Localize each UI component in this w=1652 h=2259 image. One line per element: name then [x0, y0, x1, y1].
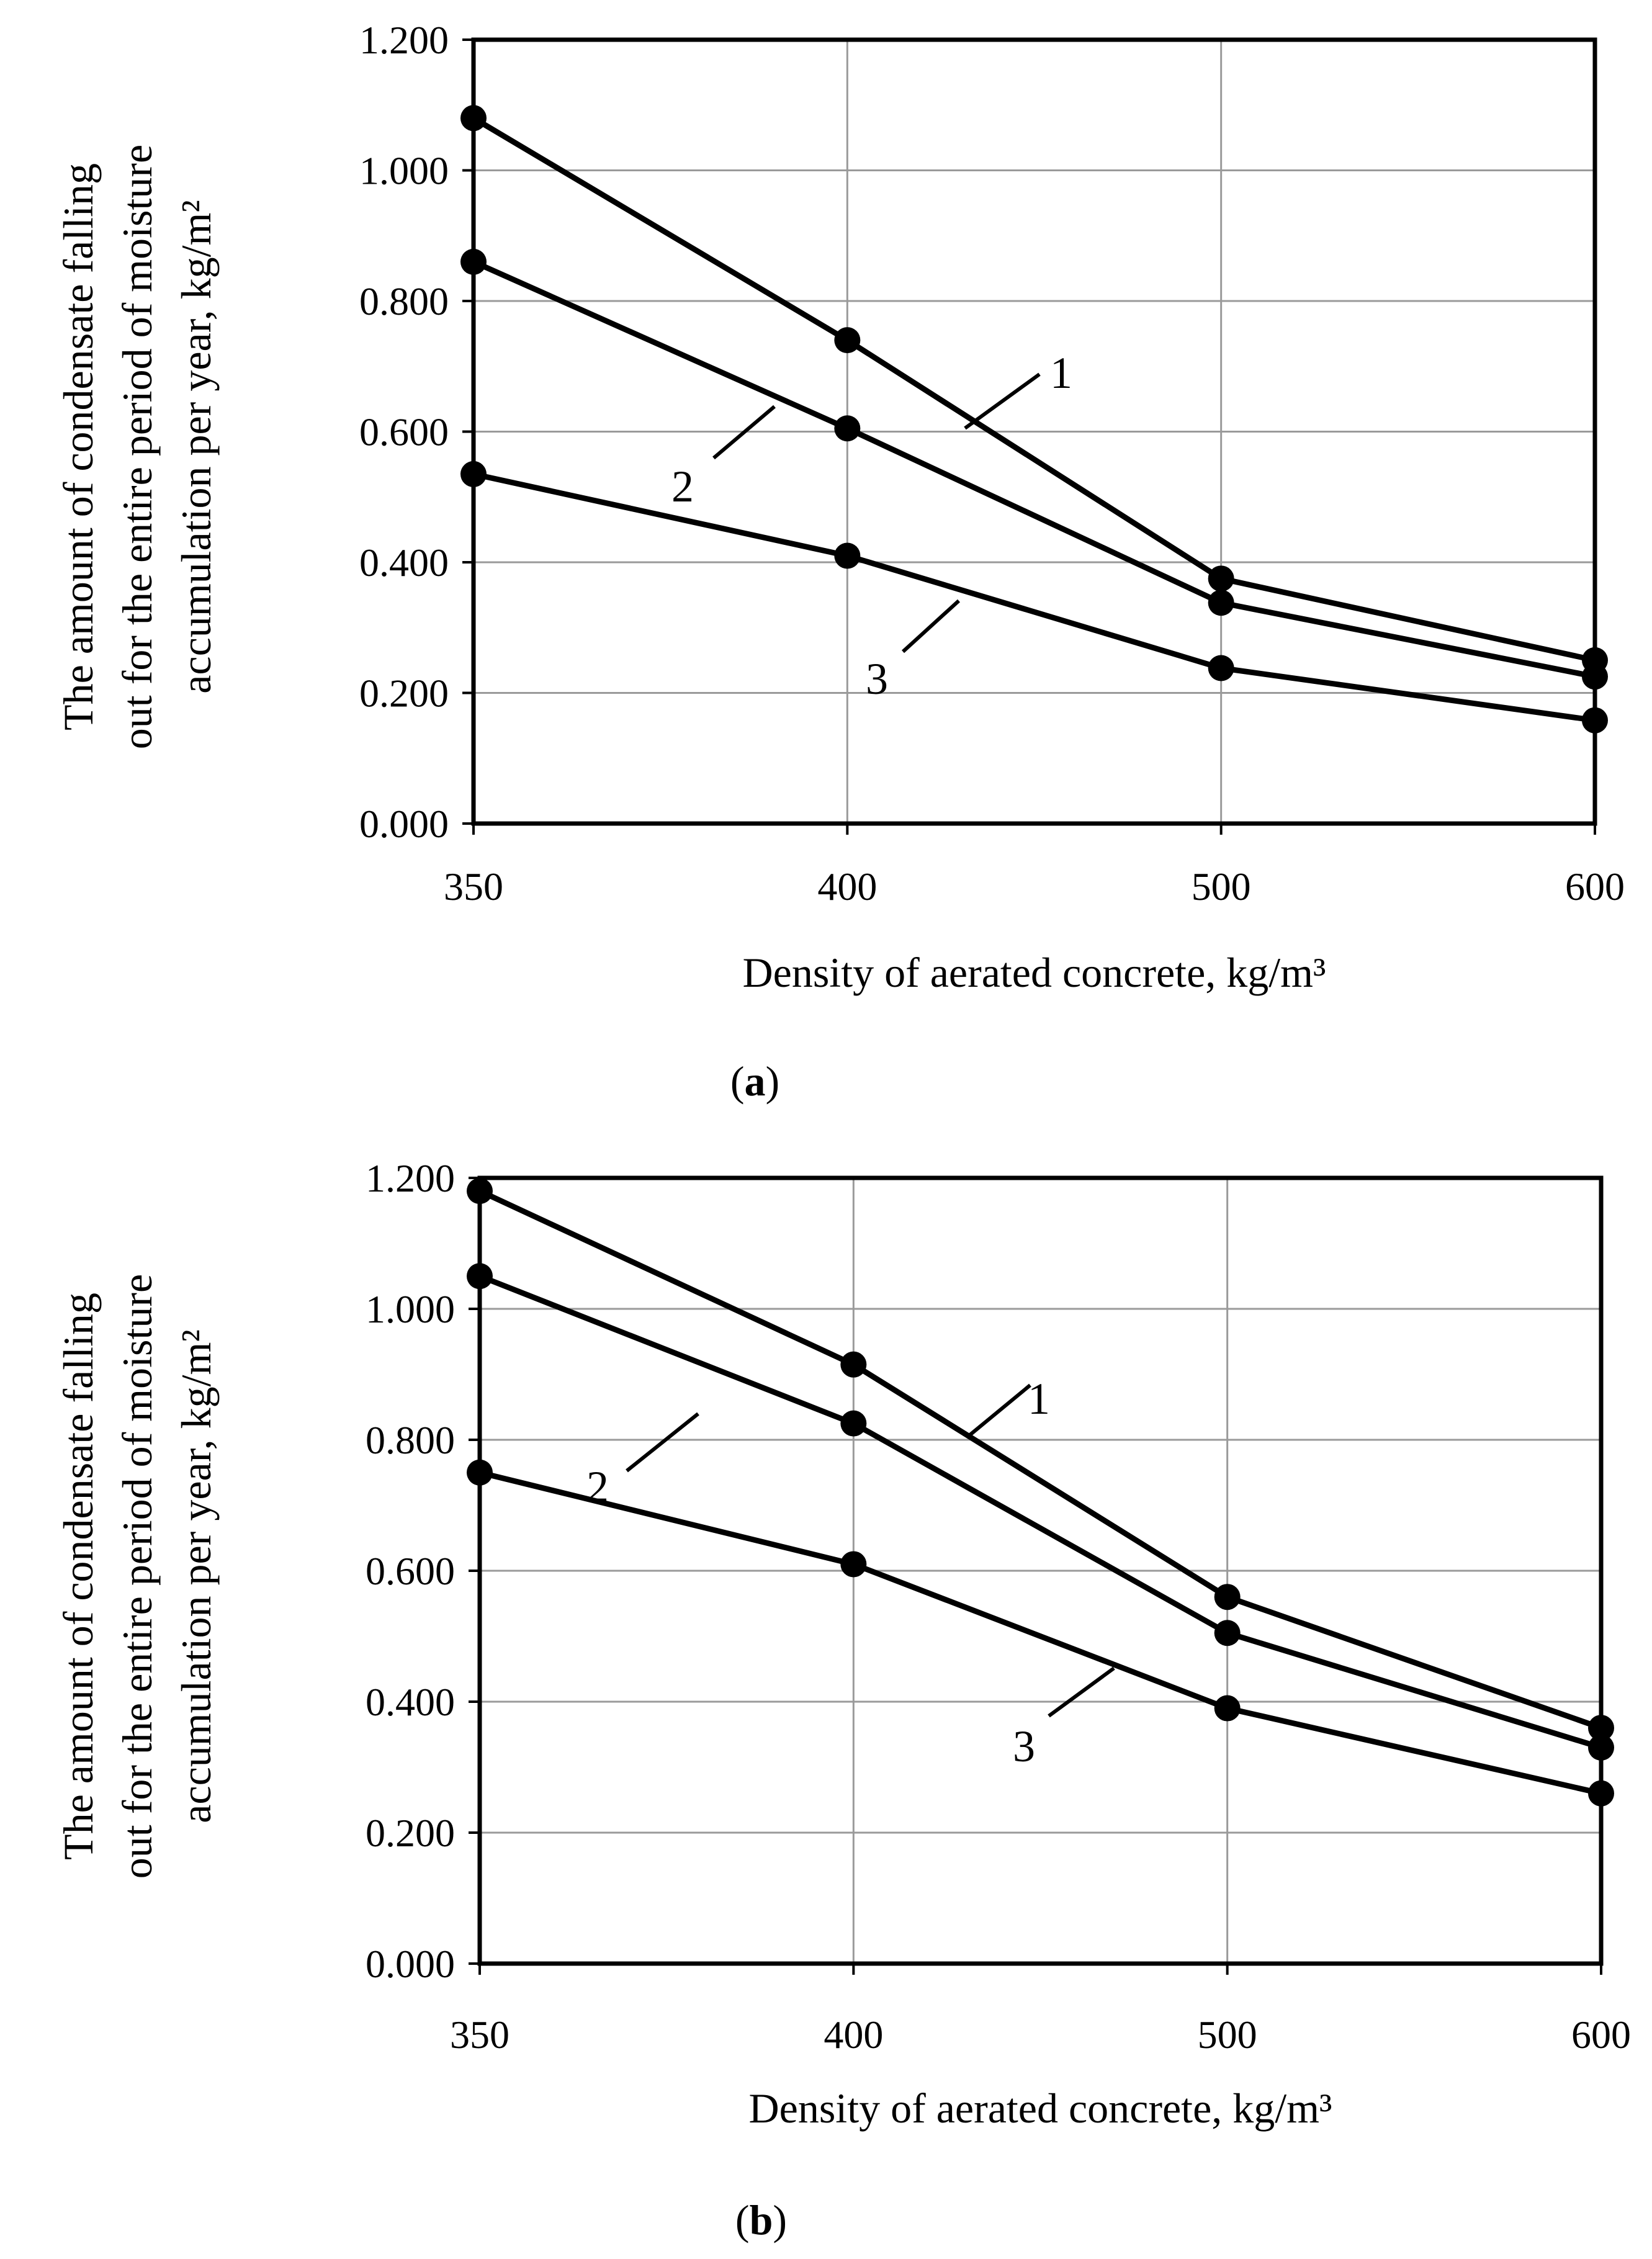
series-1-point: [460, 105, 487, 132]
series-3-point: [1588, 1780, 1614, 1807]
series-2-line: [472, 259, 1596, 680]
series-3-point: [1214, 1695, 1241, 1722]
series-3-leader-line: [1048, 1666, 1115, 1718]
y-tick-label: 1.000: [366, 1287, 455, 1331]
series-2-point: [1214, 1620, 1241, 1646]
chart-panel-a: 0.000 0.200 0.400 0.600 0.800 1.000 1.200 350 40…: [55, 18, 1625, 1105]
chart-panel-b: 0.000 0.200 0.400 0.600 0.800 1.000 1.200 350 40…: [55, 1156, 1631, 2243]
x-tick-label: 500: [1192, 865, 1251, 909]
series-1-point: [834, 327, 861, 354]
series-1-point: [1588, 1715, 1614, 1741]
series-1-point: [840, 1351, 867, 1378]
series-1-line: [478, 1188, 1602, 1731]
y-tick-label: 0.400: [366, 1680, 455, 1724]
x-tick-label: 500: [1198, 2013, 1257, 2057]
x-tick-label: 400: [817, 865, 877, 909]
y-tick-label: 0.600: [366, 1549, 455, 1593]
series-1-point: [467, 1178, 493, 1205]
x-tick-label: 600: [1565, 865, 1625, 909]
y-axis-label: The amount of condensate falling out for …: [55, 1274, 220, 1879]
y-axis-label-line: accumulation per year, kg/m²: [173, 200, 220, 694]
series-1-label: 1: [1028, 1374, 1050, 1424]
y-tick-label: 0.000: [359, 802, 449, 846]
y-axis-label-line: out for the entire period of moisture: [114, 1274, 161, 1879]
series-2-label: 2: [671, 462, 694, 511]
x-tick-label: 600: [1571, 2013, 1631, 2057]
y-tick-label: 0.200: [366, 1811, 455, 1855]
series-1-leader-line: [964, 372, 1041, 430]
y-tick-label: 1.000: [359, 149, 449, 193]
y-tick-label: 0.800: [359, 279, 449, 323]
y-axis-label-line: accumulation per year, kg/m²: [173, 1329, 220, 1823]
panel-caption: (a): [730, 1058, 779, 1105]
series-2-point: [467, 1263, 493, 1290]
x-tick-label: 350: [444, 865, 503, 909]
series-3-point: [834, 542, 861, 569]
series-2-point: [1582, 663, 1608, 690]
series-3-point: [840, 1551, 867, 1578]
y-axis-label-line: The amount of condensate falling: [55, 1293, 102, 1860]
series-3-label: 3: [866, 654, 888, 704]
series-3-point: [1208, 655, 1234, 681]
y-tick-label: 1.200: [366, 1156, 455, 1200]
y-tick-label: 0.400: [359, 541, 449, 585]
y-axis-label-line: out for the entire period of moisture: [114, 145, 161, 749]
series-3-leader-line: [901, 599, 961, 653]
series-2-line: [478, 1273, 1602, 1751]
x-tick-label: 400: [824, 2013, 883, 2057]
series-1-point: [1208, 565, 1234, 592]
series-1-line: [472, 115, 1596, 663]
series-1-leader-line: [969, 1383, 1031, 1437]
series-2-point: [1588, 1734, 1614, 1761]
y-axis-label: The amount of condensate falling out for …: [55, 145, 220, 749]
series-3-point: [467, 1459, 493, 1486]
y-tick-label: 0.600: [359, 410, 449, 454]
series-2-point: [1208, 590, 1234, 616]
y-tick-label: 0.000: [366, 1942, 455, 1986]
y-axis-label-line: The amount of condensate falling: [55, 163, 102, 730]
series-2-point: [840, 1410, 867, 1437]
series-3-point: [1582, 707, 1608, 734]
y-tick-label: 1.200: [359, 18, 449, 62]
series-3-point: [460, 460, 487, 487]
x-axis-label: Density of aerated concrete, kg/m³: [749, 2085, 1332, 2132]
series-2-leader-line: [712, 405, 776, 460]
series-3-line: [478, 1470, 1602, 1797]
series-2-point: [834, 415, 861, 442]
series-3-line: [473, 471, 1596, 724]
y-tick-label: 0.800: [366, 1418, 455, 1462]
series-3-label: 3: [1013, 1722, 1035, 1771]
x-axis-label: Density of aerated concrete, kg/m³: [743, 949, 1326, 996]
y-tick-label: 0.200: [359, 671, 449, 716]
series-2-point: [460, 248, 487, 275]
x-tick-label: 350: [450, 2013, 510, 2057]
series-1-label: 1: [1050, 348, 1072, 398]
panel-caption: (b): [735, 2196, 787, 2243]
series-2-leader-line: [626, 1412, 699, 1473]
series-1-point: [1214, 1584, 1241, 1610]
